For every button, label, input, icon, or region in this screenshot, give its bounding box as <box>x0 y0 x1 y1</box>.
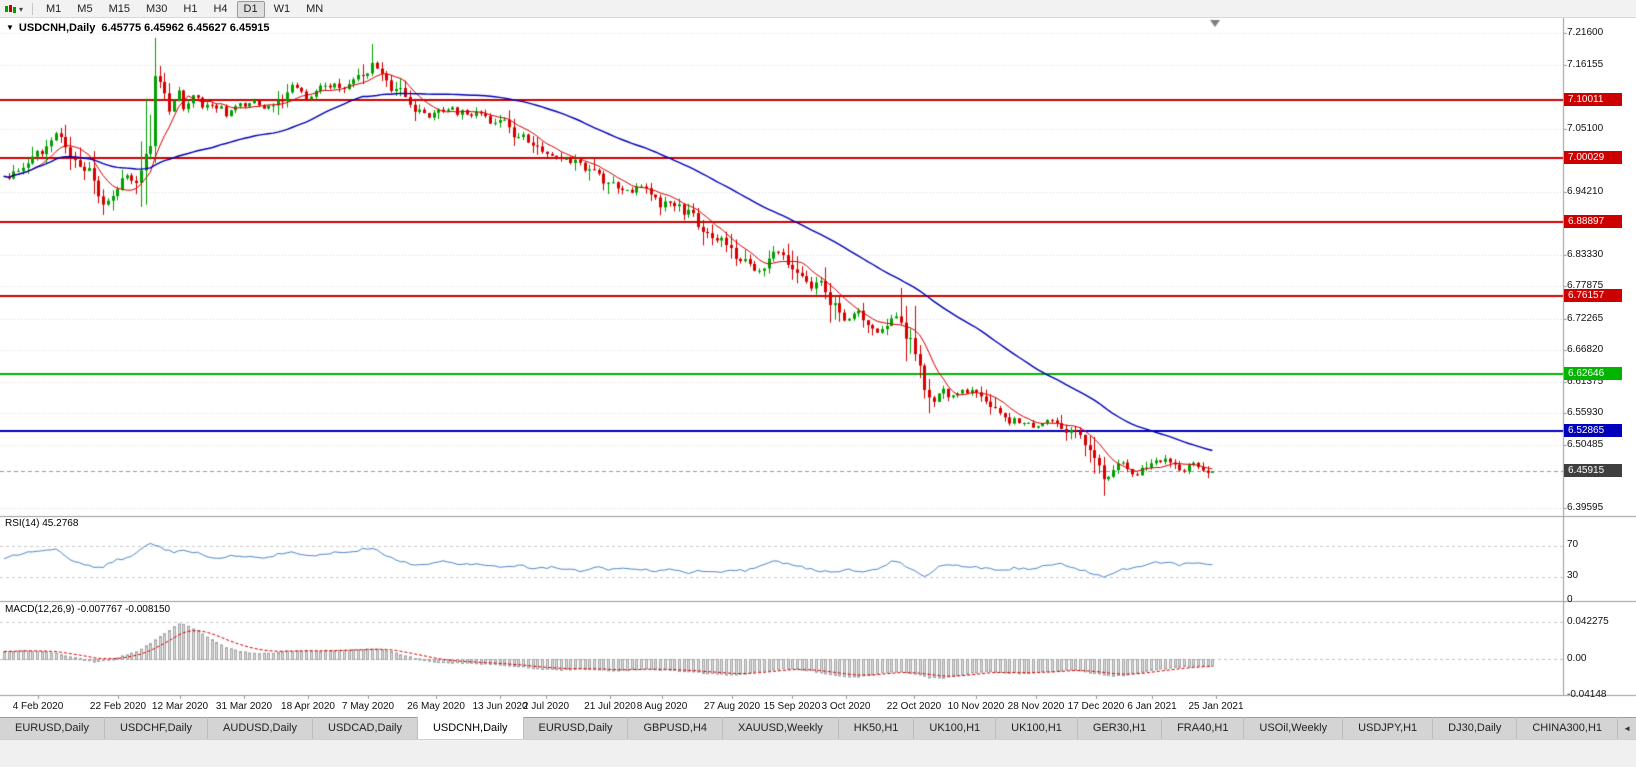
price-axis-tick: 6.50485 <box>1567 439 1604 450</box>
hline-price-badge: 6.62646 <box>1564 367 1622 380</box>
price-axis-tick: 6.61375 <box>1567 376 1604 387</box>
timeframe-button-mn[interactable]: MN <box>306 2 324 15</box>
date-axis-label: 3 Oct 2020 <box>821 701 871 712</box>
price-axis-tick: 6.39595 <box>1567 502 1604 513</box>
date-axis-label: 7 May 2020 <box>341 701 395 712</box>
date-axis-label: 25 Jan 2021 <box>1188 701 1244 712</box>
chart-ohlc-values: 6.45775 6.45962 6.45627 6.45915 <box>101 22 270 34</box>
one-click-trading-arrow-icon[interactable]: ▼ <box>6 23 14 32</box>
chart-tab-uk100-h1[interactable]: UK100,H1 <box>914 717 997 739</box>
timeframe-button-m1[interactable]: M1 <box>46 2 62 15</box>
rsi-axis-label: 0 <box>1567 594 1573 605</box>
chart-tab-fra40-h1[interactable]: FRA40,H1 <box>1162 717 1245 739</box>
chart-tab-china300-h1[interactable]: CHINA300,H1 <box>1517 717 1619 739</box>
chart-tab-usdcnh-daily[interactable]: USDCNH,Daily <box>417 717 524 739</box>
macd-axis-label: -0.04148 <box>1567 689 1607 700</box>
timeframe-button-m5[interactable]: M5 <box>77 2 93 15</box>
timeframe-button-h4[interactable]: H4 <box>213 2 228 15</box>
chart-tab-usdjpy-h1[interactable]: USDJPY,H1 <box>1343 717 1434 739</box>
rsi-axis-label: 70 <box>1567 539 1579 550</box>
date-axis-label: 26 May 2020 <box>407 701 465 712</box>
timeframe-button-m15[interactable]: M15 <box>108 2 130 15</box>
macd-axis-label: 0.00 <box>1567 653 1587 664</box>
price-axis-tick: 6.55930 <box>1567 407 1604 418</box>
date-axis-label: 12 Mar 2020 <box>151 701 209 712</box>
chart-tab-uk100-h1[interactable]: UK100,H1 <box>996 717 1078 739</box>
price-axis-tick: 6.66820 <box>1567 344 1604 355</box>
macd-axis-label: 0.042275 <box>1567 616 1609 627</box>
chart-type-dropdown-caret[interactable]: ▾ <box>19 4 24 14</box>
chart-tab-hk50-h1[interactable]: HK50,H1 <box>839 717 915 739</box>
chart-type-icon[interactable] <box>0 4 19 15</box>
rsi-axis-label: 30 <box>1567 570 1579 581</box>
macd-indicator-label: MACD(12,26,9) -0.007767 -0.008150 <box>5 604 171 615</box>
toolbar-divider <box>32 3 34 15</box>
date-axis-label: 10 Nov 2020 <box>947 701 1005 712</box>
hline-price-badge: 6.88897 <box>1564 215 1622 228</box>
date-axis-label: 22 Oct 2020 <box>886 701 942 712</box>
chart-tab-audusd-daily[interactable]: AUDUSD,Daily <box>208 717 314 739</box>
rsi-indicator-label: RSI(14) 45.2768 <box>5 518 79 529</box>
timeframe-button-h1[interactable]: H1 <box>183 2 198 15</box>
date-axis-label: 2 Jul 2020 <box>522 701 570 712</box>
price-axis-tick: 6.83330 <box>1567 249 1604 260</box>
timeframe-button-m30[interactable]: M30 <box>145 2 168 15</box>
price-axis-tick: 6.72265 <box>1567 313 1604 324</box>
chart-tab-dj30-daily[interactable]: DJ30,Daily <box>1433 717 1518 739</box>
chart-tab-ger30-h1[interactable]: GER30,H1 <box>1078 717 1163 739</box>
date-axis-label: 4 Feb 2020 <box>12 701 64 712</box>
chart-window: ▼ USDCNH,Daily 6.45775 6.45962 6.45627 6.4… <box>0 18 1636 717</box>
chart-tab-gbpusd-h4[interactable]: GBPUSD,H4 <box>628 717 724 739</box>
chart-title: ▼ USDCNH,Daily 6.45775 6.45962 6.45627 6.4… <box>6 22 270 34</box>
price-axis-tick: 7.16155 <box>1567 59 1604 70</box>
date-axis-label: 8 Aug 2020 <box>636 701 688 712</box>
date-axis-label: 22 Feb 2020 <box>89 701 147 712</box>
chart-tab-eurusd-daily[interactable]: EURUSD,Daily <box>0 717 105 739</box>
chart-tab-usoil-weekly[interactable]: USOil,Weekly <box>1244 717 1344 739</box>
chart-tab-eurusd-daily[interactable]: EURUSD,Daily <box>524 717 629 739</box>
price-axis-tick: 6.94210 <box>1567 186 1604 197</box>
chart-tabbar: EURUSD,Daily USDCHF,Daily AUDUSD,Daily USDC… <box>0 717 1636 739</box>
chart-symbol-period: USDCNH,Daily <box>18 22 96 34</box>
status-bar <box>0 739 1636 767</box>
date-axis-label: 6 Jan 2021 <box>1127 701 1177 712</box>
price-axis-tick: 7.05100 <box>1567 123 1604 134</box>
chart-tab-xauusd-weekly[interactable]: XAUUSD,Weekly <box>723 717 839 739</box>
hline-price-badge: 6.52865 <box>1564 424 1622 437</box>
price-axis-tick: 7.21600 <box>1567 27 1604 38</box>
date-axis-label: 17 Dec 2020 <box>1067 701 1125 712</box>
price-chart-canvas[interactable] <box>0 18 1636 717</box>
date-axis-label: 27 Aug 2020 <box>703 701 761 712</box>
hline-price-badge: 7.10011 <box>1564 93 1622 106</box>
price-axis-tick: 6.77875 <box>1567 280 1604 291</box>
date-axis-label: 18 Apr 2020 <box>281 701 335 712</box>
timeframe-toolbar: ▾ M1 M5 M15 M30 H1 H4 D1 W1 MN <box>0 0 1636 18</box>
date-axis-label: 21 Jul 2020 <box>584 701 636 712</box>
tab-scroll-left-icon[interactable]: ◄ <box>1623 723 1631 733</box>
current-price-badge: 6.45915 <box>1564 464 1622 477</box>
date-axis-label: 15 Sep 2020 <box>763 701 821 712</box>
timeframe-button-w1[interactable]: W1 <box>273 2 291 15</box>
chart-tab-usdchf-daily[interactable]: USDCHF,Daily <box>105 717 209 739</box>
date-axis-label: 28 Nov 2020 <box>1007 701 1065 712</box>
timeframe-button-d1[interactable]: D1 <box>236 0 265 18</box>
date-axis-label: 13 Jun 2020 <box>472 701 528 712</box>
date-axis-label: 31 Mar 2020 <box>215 701 273 712</box>
timeframe-buttons: M1 M5 M15 M30 H1 H4 D1 W1 MN <box>38 0 331 18</box>
hline-price-badge: 7.00029 <box>1564 151 1622 164</box>
hline-price-badge: 6.76157 <box>1564 289 1622 302</box>
chart-tab-usdcad-daily[interactable]: USDCAD,Daily <box>313 717 418 739</box>
